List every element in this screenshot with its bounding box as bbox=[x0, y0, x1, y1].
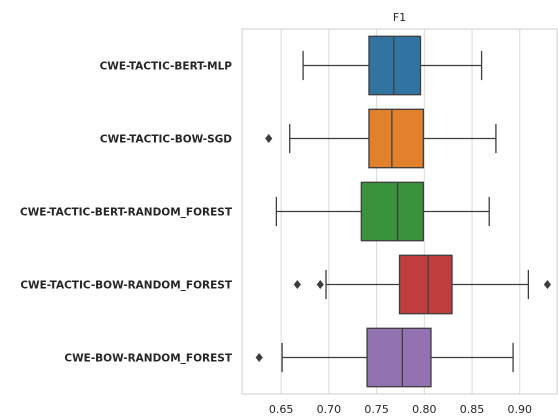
y-axis-category-labels: CWE-TACTIC-BERT-MLP CWE-TACTIC-BOW-SGD CWE… bbox=[20, 61, 233, 365]
category-label: CWE-TACTIC-BOW-RANDOM_FOREST bbox=[20, 280, 232, 292]
x-tick-label: 0.75 bbox=[364, 403, 389, 416]
iqr-box bbox=[360, 181, 425, 242]
x-tick-label: 0.90 bbox=[508, 403, 533, 416]
category-label: CWE-BOW-RANDOM_FOREST bbox=[64, 353, 232, 365]
iqr-box bbox=[368, 108, 425, 169]
x-tick-label: 0.85 bbox=[460, 403, 485, 416]
box-group bbox=[255, 327, 514, 388]
outlier-point bbox=[543, 280, 552, 289]
chart-title: F1 bbox=[393, 11, 406, 24]
box-group bbox=[302, 35, 483, 96]
outlier-point bbox=[265, 134, 273, 143]
x-axis-tick-labels: 0.65 0.70 0.75 0.80 0.85 0.90 bbox=[269, 403, 532, 416]
outlier-point bbox=[255, 353, 263, 362]
x-tick-label: 0.80 bbox=[412, 403, 437, 416]
box-group bbox=[293, 254, 552, 315]
boxes bbox=[255, 35, 552, 388]
x-tick-label: 0.70 bbox=[317, 403, 342, 416]
iqr-box bbox=[366, 327, 432, 388]
x-tick-label: 0.65 bbox=[269, 403, 294, 416]
box-group bbox=[275, 181, 490, 242]
plot-area-frame bbox=[241, 28, 558, 395]
outlier-point bbox=[316, 280, 324, 289]
box-group bbox=[265, 108, 497, 169]
iqr-box bbox=[368, 35, 422, 96]
category-label: CWE-TACTIC-BERT-RANDOM_FOREST bbox=[20, 207, 233, 219]
iqr-box bbox=[398, 254, 453, 315]
outlier-point bbox=[293, 280, 301, 289]
category-label: CWE-TACTIC-BERT-MLP bbox=[100, 61, 233, 73]
category-label: CWE-TACTIC-BOW-SGD bbox=[100, 134, 232, 146]
